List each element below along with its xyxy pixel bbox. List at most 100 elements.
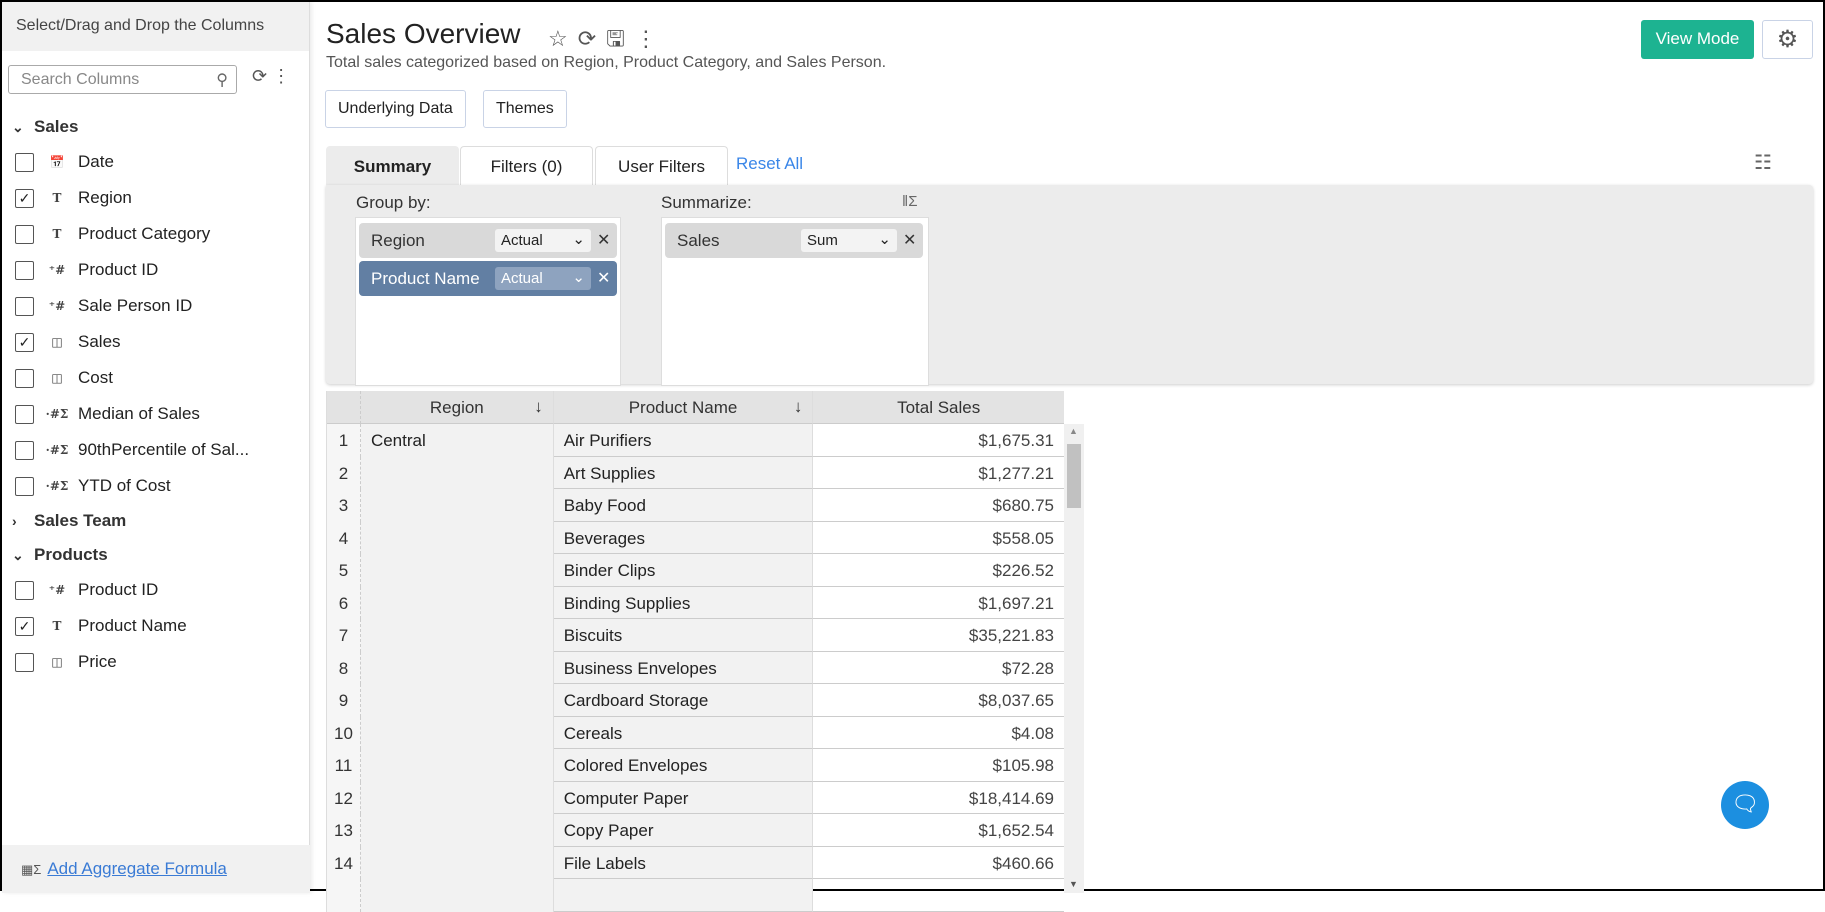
column-checkbox[interactable]: [15, 260, 34, 280]
product-cell: Air Purifiers: [553, 424, 814, 457]
settings-gear-icon[interactable]: ⚙: [1762, 20, 1813, 59]
search-columns-input[interactable]: Search Columns ⚲: [8, 65, 237, 94]
table-row-partial: [327, 879, 1064, 912]
table-vertical-scrollbar[interactable]: ▲ ▼: [1064, 424, 1084, 893]
hierarchy-icon[interactable]: ☷: [1754, 152, 1772, 174]
column-item[interactable]: ✓ T Region: [2, 180, 302, 216]
scroll-down-icon[interactable]: ▼: [1069, 879, 1078, 889]
underlying-data-button[interactable]: Underlying Data: [325, 90, 466, 128]
column-checkbox[interactable]: [15, 404, 34, 424]
column-label: Region: [78, 188, 132, 207]
column-item[interactable]: ◫ Cost: [2, 360, 302, 396]
calendar-icon: 📅: [49, 155, 65, 169]
column-header-product-name[interactable]: Product Name ↓: [553, 391, 814, 424]
save-icon[interactable]: 🖫: [606, 26, 635, 51]
column-header-total-sales[interactable]: Total Sales: [813, 391, 1064, 424]
reset-all-link[interactable]: Reset All: [736, 154, 804, 173]
column-checkbox[interactable]: [15, 440, 34, 460]
chip-option-dropdown[interactable]: Actual ⌄: [495, 267, 591, 290]
column-checkbox[interactable]: [15, 224, 34, 244]
region-cell: [360, 619, 554, 652]
group-products[interactable]: ⌄ Products: [2, 538, 302, 572]
themes-button[interactable]: Themes: [483, 90, 567, 128]
row-number: 5: [327, 554, 361, 587]
total-sales-cell: $1,697.21: [813, 587, 1064, 619]
group-chip-region[interactable]: Region Actual ⌄ ✕: [359, 223, 617, 258]
region-cell: [360, 846, 554, 879]
star-icon[interactable]: ☆: [548, 26, 578, 51]
row-number: 11: [327, 749, 361, 782]
column-header-region[interactable]: Region ↓: [360, 391, 554, 424]
column-label: Date: [78, 152, 114, 171]
search-icon: ⚲: [216, 72, 228, 89]
column-item[interactable]: T Product Category: [2, 216, 302, 252]
column-checkbox[interactable]: [15, 368, 34, 388]
total-sales-cell: $680.75: [813, 489, 1064, 522]
scrollbar-thumb[interactable]: [1067, 444, 1081, 508]
group-label: Products: [34, 545, 108, 564]
table-row: 9 Cardboard Storage $8,037.65: [327, 684, 1064, 717]
column-label: Median of Sales: [78, 404, 200, 423]
column-checkbox[interactable]: [15, 296, 34, 316]
tab-filters[interactable]: Filters (0): [460, 146, 593, 185]
group-sales[interactable]: ⌄ Sales: [2, 110, 302, 144]
column-item[interactable]: 📅 Date: [2, 144, 302, 180]
column-item[interactable]: ✓ ◫ Sales: [2, 324, 302, 360]
view-mode-button[interactable]: View Mode: [1641, 20, 1754, 59]
chat-support-icon[interactable]: 🗨: [1721, 781, 1769, 829]
table-row: 10 Cereals $4.08: [327, 716, 1064, 749]
column-item[interactable]: ·#Σ YTD of Cost: [2, 468, 302, 504]
remove-sales-icon[interactable]: ✕: [903, 232, 917, 249]
column-checkbox[interactable]: [15, 580, 34, 600]
column-checkbox[interactable]: ✓: [15, 188, 34, 208]
column-checkbox[interactable]: ✓: [15, 332, 34, 352]
column-item[interactable]: ◫ Price: [2, 644, 302, 680]
summarize-options-icon[interactable]: ‖Σ: [902, 193, 918, 210]
column-checkbox[interactable]: ✓: [15, 616, 34, 636]
tab-summary[interactable]: Summary: [326, 146, 459, 185]
tab-user-filters[interactable]: User Filters: [595, 146, 728, 185]
numeric-id-icon: ⁺#: [48, 263, 66, 277]
aggregate-dropdown[interactable]: Sum ⌄: [801, 229, 897, 252]
region-cell: [360, 716, 554, 749]
row-number: 7: [327, 619, 361, 652]
row-number: 13: [327, 814, 361, 847]
row-number: [327, 879, 361, 912]
numeric-id-icon: ⁺#: [48, 583, 66, 597]
chip-option-dropdown[interactable]: Actual ⌄: [495, 229, 591, 252]
group-sales-team[interactable]: › Sales Team: [2, 504, 302, 538]
sort-desc-icon[interactable]: ↓: [793, 397, 803, 416]
aggregate-formula-icon: ·#Σ: [45, 479, 69, 493]
add-aggregate-formula-link[interactable]: Add Aggregate Formula: [47, 859, 227, 878]
remove-product-name-icon[interactable]: ✕: [597, 270, 611, 287]
total-sales-cell: $226.52: [813, 554, 1064, 587]
remove-region-icon[interactable]: ✕: [597, 232, 611, 249]
sidebar-footer: ▦Σ Add Aggregate Formula: [2, 845, 310, 893]
total-sales-cell: $8,037.65: [813, 684, 1064, 717]
row-number: 14: [327, 846, 361, 879]
column-checkbox[interactable]: [15, 652, 34, 672]
group-chip-product-name[interactable]: Product Name Actual ⌄ ✕: [359, 261, 617, 296]
more-options-icon[interactable]: ⋮: [634, 26, 667, 51]
column-item[interactable]: ✓ T Product Name: [2, 608, 302, 644]
more-options-icon[interactable]: ⋮: [272, 66, 291, 86]
total-sales-cell: $1,277.21: [813, 457, 1064, 489]
summarize-chip-sales[interactable]: Sales Sum ⌄ ✕: [665, 223, 923, 258]
column-checkbox[interactable]: [15, 152, 34, 172]
column-item[interactable]: ⁺# Product ID: [2, 572, 302, 608]
total-sales-cell: $4.08: [813, 717, 1064, 749]
total-sales-cell: $1,652.54: [813, 814, 1064, 847]
table-row: 6 Binding Supplies $1,697.21: [327, 586, 1064, 619]
column-item[interactable]: ⁺# Sale Person ID: [2, 288, 302, 324]
chevron-down-icon: ⌄: [572, 231, 585, 248]
text-icon: T: [52, 227, 62, 241]
refresh-icon[interactable]: ⟳: [577, 26, 607, 51]
sort-desc-icon[interactable]: ↓: [534, 397, 543, 416]
column-checkbox[interactable]: [15, 476, 34, 496]
product-cell: Cardboard Storage: [553, 684, 814, 717]
refresh-icon[interactable]: ⟳: [252, 66, 268, 86]
column-item[interactable]: ⁺# Product ID: [2, 252, 302, 288]
column-item[interactable]: ·#Σ 90thPercentile of Sal...: [2, 432, 302, 468]
column-item[interactable]: ·#Σ Median of Sales: [2, 396, 302, 432]
scroll-up-icon[interactable]: ▲: [1069, 426, 1078, 436]
